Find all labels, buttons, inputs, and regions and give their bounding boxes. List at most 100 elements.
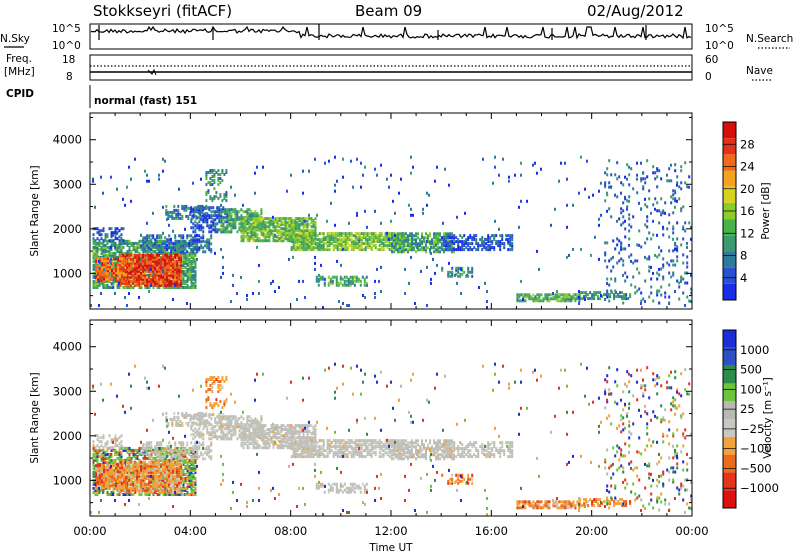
power-cell (621, 295, 624, 299)
power-cell (463, 244, 466, 248)
power-cell (393, 238, 395, 242)
power-cell (298, 232, 301, 236)
power-cell (186, 283, 189, 287)
power-cell (509, 242, 512, 246)
power-cell (192, 216, 195, 220)
power-cell (236, 210, 239, 214)
power-cell (676, 183, 678, 187)
power-cell (160, 255, 163, 259)
power-cell (97, 275, 99, 279)
power-cell (621, 291, 624, 295)
power-cell (276, 225, 279, 229)
power-cell (134, 281, 137, 285)
power-cell (511, 236, 514, 240)
power-cell (164, 275, 167, 279)
power-cell (676, 199, 678, 203)
velocity-cell (130, 456, 133, 460)
power-cell (312, 229, 315, 233)
power-cell (399, 250, 401, 254)
power-cell (134, 245, 137, 249)
power-cell (264, 221, 267, 225)
power-cell (624, 175, 626, 179)
power-cell (656, 277, 659, 281)
power-cell (491, 242, 494, 246)
power-cell (614, 289, 617, 293)
velocity-cell (160, 478, 163, 482)
power-cell (119, 277, 121, 281)
velocity-cell (142, 456, 145, 460)
power-cell (508, 179, 510, 183)
power-cell (302, 242, 305, 246)
power-cell (112, 283, 115, 287)
power-cell (178, 265, 181, 269)
power-cell (156, 257, 159, 261)
power-cell (341, 277, 344, 281)
power-cell (123, 261, 125, 265)
power-cell (194, 283, 197, 287)
power-cell (166, 253, 169, 257)
power-cell (597, 297, 600, 301)
power-cell (156, 279, 159, 283)
power-cell (558, 179, 560, 183)
power-cell (113, 257, 115, 261)
power-cell (120, 241, 123, 245)
power-cell (142, 277, 145, 281)
power-cell (136, 257, 139, 261)
power-cell (102, 243, 105, 247)
velocity-cell (102, 448, 105, 452)
power-cell (252, 229, 255, 233)
power-cell (498, 173, 500, 177)
power-cell (666, 173, 668, 177)
power-cell (380, 221, 382, 225)
power-cell (146, 179, 148, 183)
power-cell (190, 259, 193, 263)
power-cell (485, 238, 488, 242)
power-cell (174, 273, 177, 277)
power-cell (280, 235, 283, 239)
power-cell (118, 241, 121, 245)
power-cell (403, 234, 405, 238)
power-cell (190, 250, 193, 254)
power-cell (250, 223, 253, 227)
power-cell (170, 253, 173, 257)
power-cell (620, 211, 623, 215)
power-cell (206, 224, 209, 228)
power-cell (138, 283, 141, 287)
power-cell (656, 255, 659, 259)
power-cell (403, 250, 405, 254)
power-cell (298, 234, 301, 238)
power-cell (368, 232, 371, 236)
power-cell (200, 236, 203, 240)
power-cell (451, 242, 454, 246)
power-cell (198, 220, 201, 224)
velocity-cell (174, 446, 177, 450)
power-cell (684, 221, 687, 225)
power-cell (95, 267, 97, 271)
power-cell (130, 271, 133, 275)
power-cell (520, 199, 522, 203)
power-cell (623, 293, 626, 297)
power-cell (187, 214, 190, 218)
power-cell (365, 281, 368, 285)
velocity-cell (156, 493, 159, 496)
power-cell (138, 296, 140, 299)
power-cell (198, 240, 201, 244)
power-cell (184, 242, 187, 246)
power-cell (296, 298, 298, 301)
power-cell (246, 233, 249, 237)
power-cell (182, 263, 185, 267)
power-cell (144, 261, 147, 265)
power-cell (388, 237, 390, 241)
power-cell (106, 241, 109, 245)
power-cell (162, 253, 165, 257)
power-cell (146, 236, 149, 240)
power-cell (509, 240, 512, 244)
power-cell (284, 217, 287, 221)
power-cell (246, 221, 249, 225)
power-cell (493, 234, 496, 238)
colorbar-segment (723, 170, 736, 187)
power-cell (451, 238, 453, 242)
power-cell (388, 236, 391, 240)
power-cell (126, 241, 129, 245)
power-cell (306, 244, 309, 248)
